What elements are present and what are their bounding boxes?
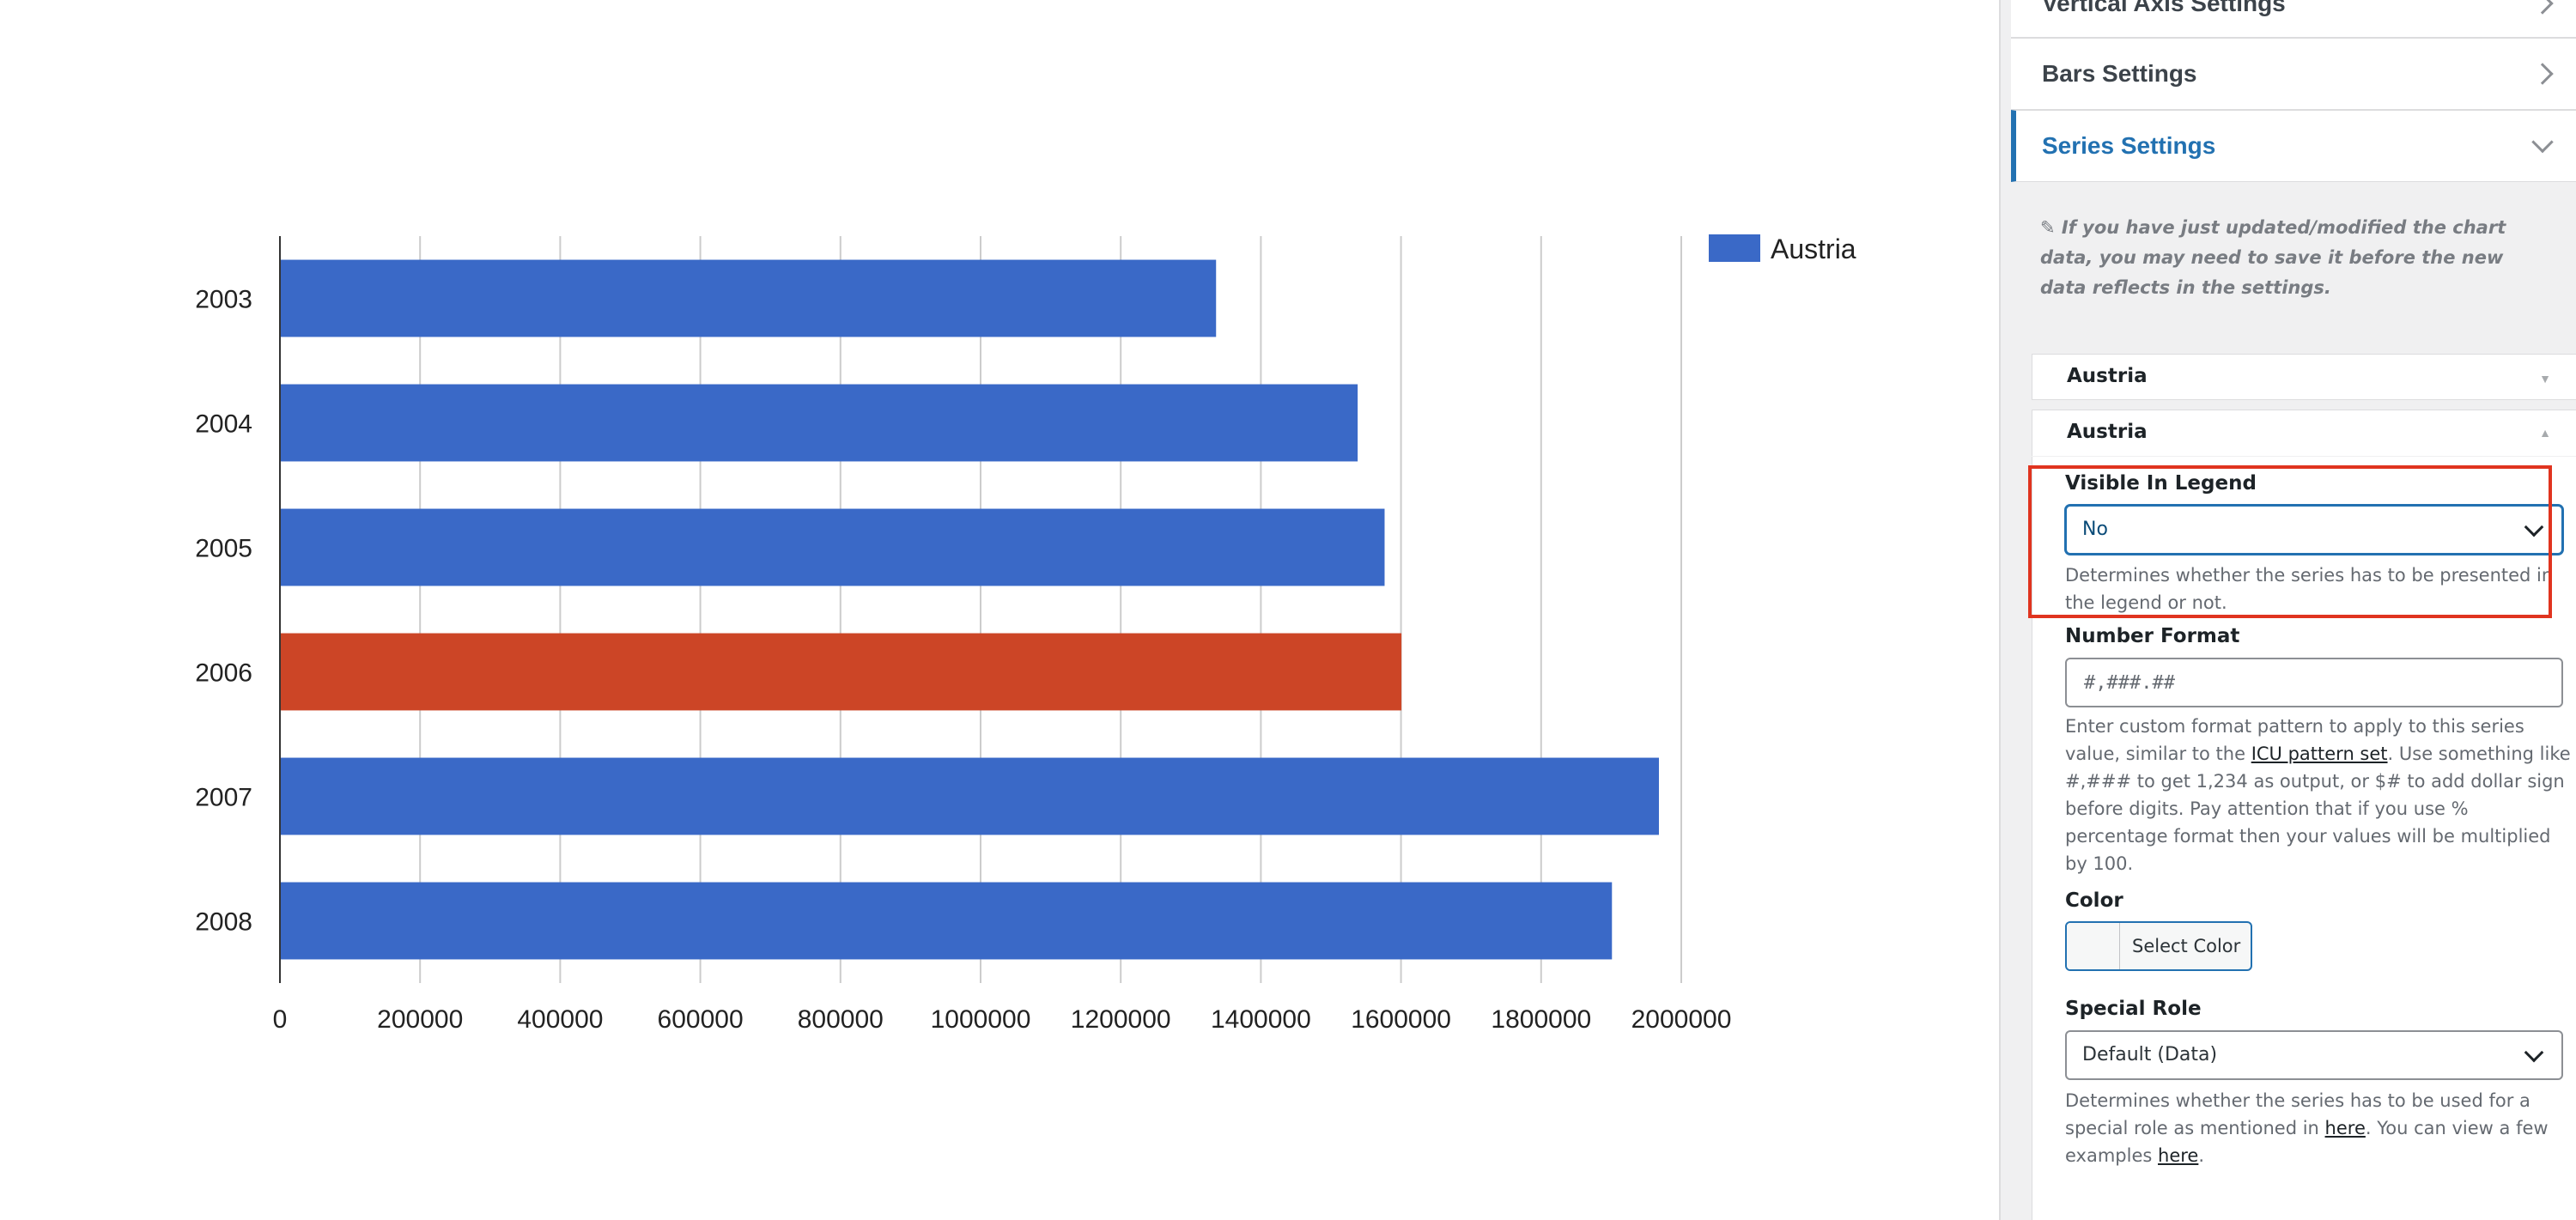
select-color-button[interactable]: Select Color	[2065, 921, 2252, 971]
select-value: No	[2082, 519, 2108, 540]
number-format-help: Enter custom format pattern to apply to …	[2065, 713, 2572, 877]
series-item-label: Austria	[2067, 421, 2148, 443]
bar-2007[interactable]	[280, 757, 1659, 835]
icu-pattern-link[interactable]: ICU pattern set	[2251, 744, 2388, 764]
special-role-label: Special Role	[2065, 998, 2202, 1020]
chart-axes: 0 200000 400000 600000 800000 1000000 1200000 1…	[195, 236, 1731, 1034]
settings-panel: Vertical Axis Settings Bars Settings Ser…	[1999, 0, 2576, 1220]
chevron-down-icon	[2524, 1042, 2544, 1063]
chart-bars	[280, 259, 1659, 960]
chevron-right-icon	[2531, 0, 2554, 15]
accordion-bars-settings[interactable]: Bars Settings	[2011, 38, 2576, 110]
bar-chart: 0 200000 400000 600000 800000 1000000 1200000 1…	[195, 234, 1856, 1034]
note-text: If you have just updated/modified the ch…	[2040, 217, 2506, 298]
accordion-title: Vertical Axis Settings	[2042, 0, 2286, 16]
special-role-help: Determines whether the series has to be …	[2065, 1087, 2572, 1169]
y-tick-label: 2004	[195, 410, 252, 439]
y-tick-label: 2007	[195, 784, 252, 812]
accordion-series-settings[interactable]: Series Settings	[2011, 110, 2576, 182]
examples-link[interactable]: here	[2158, 1145, 2199, 1166]
number-format-label: Number Format	[2065, 625, 2240, 647]
series-settings-body: ✎ If you have just updated/modified the …	[2011, 182, 2576, 1220]
accordion-title: Series Settings	[2042, 132, 2216, 159]
y-tick-label: 2005	[195, 535, 252, 563]
visible-in-legend-label: Visible In Legend	[2065, 472, 2257, 495]
caret-up-icon: ▲	[2539, 426, 2551, 440]
bar-2008[interactable]	[280, 882, 1613, 960]
bar-2003[interactable]	[280, 259, 1217, 337]
bar-2005[interactable]	[280, 508, 1385, 586]
series-settings-note: ✎ If you have just updated/modified the …	[2040, 213, 2555, 303]
chart-area: 0 200000 400000 600000 800000 1000000 1200000 1…	[195, 234, 1856, 1034]
x-tick-label: 1800000	[1491, 1005, 1591, 1034]
x-tick-label: 2000000	[1631, 1005, 1732, 1034]
chart-gridlines	[419, 236, 1682, 983]
x-tick-label: 600000	[658, 1005, 744, 1034]
help-text: . Use something like #,### to get 1,234 …	[2065, 744, 2571, 874]
help-text: Determines whether the series has to be …	[2065, 1090, 2530, 1138]
y-tick-label: 2008	[195, 908, 252, 937]
series-item-austria-expanded[interactable]: Austria ▲	[2032, 410, 2576, 456]
special-role-link[interactable]: here	[2324, 1118, 2366, 1138]
visible-in-legend-help: Determines whether the series has to be …	[2065, 565, 2554, 613]
legend-label: Austria	[1771, 234, 1856, 264]
help-text: Enter custom format pattern to apply to …	[2065, 716, 2524, 764]
x-tick-label: 800000	[798, 1005, 884, 1034]
chevron-right-icon	[2531, 63, 2554, 85]
special-role-select[interactable]: Default (Data)	[2065, 1030, 2563, 1080]
number-format-input[interactable]	[2065, 658, 2563, 707]
color-swatch	[2067, 923, 2120, 969]
x-tick-label: 200000	[377, 1005, 463, 1034]
accordion-title: Bars Settings	[2042, 60, 2197, 87]
accordion-vertical-axis-settings[interactable]: Vertical Axis Settings	[2011, 0, 2576, 38]
color-label: Color	[2065, 889, 2123, 912]
x-tick-label: 1600000	[1351, 1005, 1451, 1034]
legend-swatch	[1709, 234, 1760, 262]
select-value: Default (Data)	[2082, 1044, 2218, 1065]
chart-legend[interactable]: Austria	[1709, 234, 1856, 264]
series-item-fields: Visible In Legend No Determines whether …	[2032, 457, 2576, 1220]
pin-icon: ✎	[2040, 217, 2062, 238]
help-text: .	[2198, 1145, 2205, 1166]
x-tick-label: 0	[273, 1005, 288, 1034]
x-tick-label: 400000	[517, 1005, 603, 1034]
series-item-austria-collapsed[interactable]: Austria ▼	[2032, 354, 2576, 400]
help-text: . You can view a few examples	[2065, 1118, 2549, 1166]
x-tick-label: 1400000	[1211, 1005, 1311, 1034]
visible-in-legend-select[interactable]: No	[2065, 505, 2563, 555]
bar-2006[interactable]	[280, 633, 1402, 711]
y-tick-label: 2003	[195, 286, 252, 314]
chevron-down-icon	[2531, 130, 2554, 154]
caret-down-icon: ▼	[2539, 372, 2551, 385]
x-tick-label: 1000000	[931, 1005, 1031, 1034]
series-item-label: Austria	[2067, 365, 2148, 387]
x-tick-label: 1200000	[1071, 1005, 1171, 1034]
chevron-down-icon	[2524, 517, 2544, 537]
bar-2004[interactable]	[280, 384, 1358, 462]
y-tick-label: 2006	[195, 659, 252, 688]
select-color-label: Select Color	[2132, 936, 2241, 956]
